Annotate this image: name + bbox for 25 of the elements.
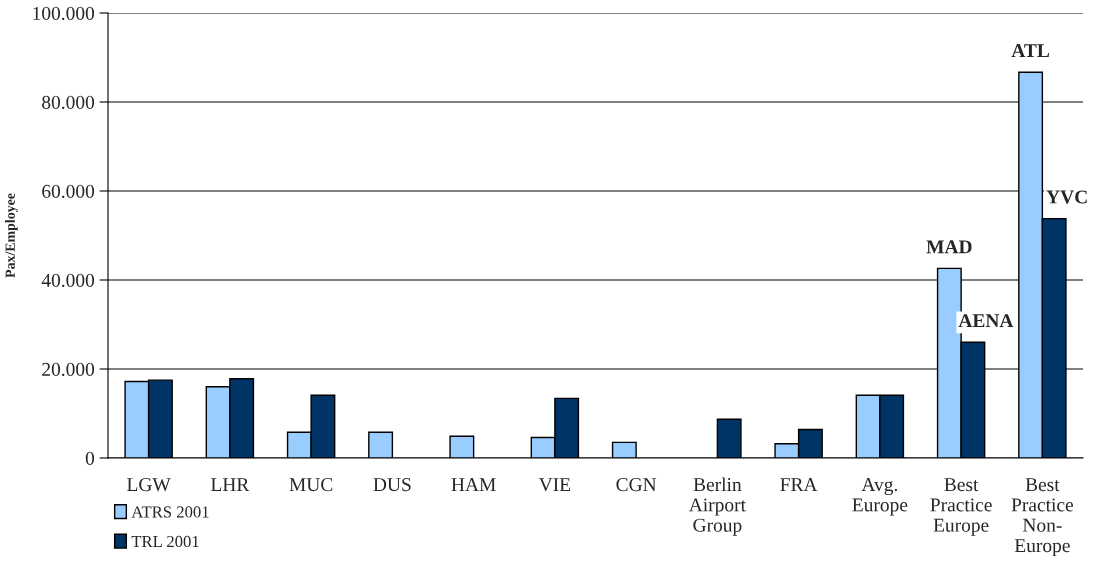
x-tick-label: LHR [210, 478, 250, 491]
annotation: AENA [958, 314, 1014, 328]
x-tick-label: MUC [289, 478, 333, 492]
y-tick-label: 60.000 [42, 184, 95, 199]
y-tick-label: 40.000 [41, 273, 95, 288]
annotation: ATL [1011, 44, 1050, 57]
x-tick-label: Berlin Airport Group [688, 477, 746, 536]
y-tick-label: 80.000 [42, 95, 95, 110]
y-axis-title: Pax/Employee [5, 193, 18, 278]
annotation: MAD [926, 240, 972, 254]
x-tick-label: Best Practice Non- Europe [1011, 478, 1074, 557]
y-tick-label: 100.000 [33, 6, 95, 21]
x-tick-label: DUS [373, 478, 411, 492]
x-tick-label: LGW [127, 478, 171, 492]
y-tick-label: 0 [85, 451, 95, 465]
legend-label: TRL 2001 [131, 535, 199, 548]
x-tick-label: CGN [616, 478, 657, 492]
x-tick-label: Avg. Europe [852, 478, 908, 516]
x-tick-label: Best Practice Europe [930, 478, 992, 536]
legend-label: ATRS 2001 [131, 506, 209, 518]
x-tick-label: FRA [780, 478, 818, 491]
annotation: YVC [1046, 190, 1087, 204]
x-tick-label: VIE [538, 478, 571, 492]
x-tick-label: HAM [451, 478, 496, 491]
y-tick-label: 20.000 [42, 362, 95, 377]
